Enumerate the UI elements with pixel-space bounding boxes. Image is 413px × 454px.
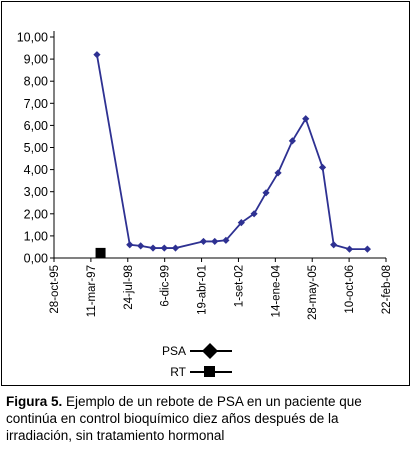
y-tick-label: 5,00 [24, 141, 48, 155]
data-point-psa [288, 137, 296, 145]
data-point-psa [137, 242, 145, 250]
y-tick-label: 6,00 [24, 119, 48, 133]
x-tick-label: 28-may-05 [307, 265, 319, 320]
x-tick-label: 6-dic-99 [160, 265, 172, 307]
legend-psa-marker-icon [202, 343, 218, 359]
y-tick-label: 9,00 [24, 53, 48, 67]
x-tick-label: 14-ene-04 [270, 264, 282, 317]
figure-label: Figura 5. [6, 394, 63, 409]
data-point-psa [330, 241, 338, 249]
y-tick-label: 10,00 [17, 31, 48, 45]
data-point-psa [237, 219, 245, 227]
x-tick-label: 19-abr-01 [197, 265, 209, 315]
data-point-psa [250, 210, 258, 218]
data-point-psa [160, 244, 168, 252]
series-layer [93, 51, 372, 258]
legend-label-rt: RT [170, 365, 186, 379]
psa-chart: 0,00 1,00 2,00 3,00 4,00 5,00 6,00 7,00 8,00 9,00… [17, 31, 393, 380]
data-point-psa [126, 241, 134, 249]
caption-text: Ejemplo de un rebote de PSA en un pacien… [6, 394, 362, 443]
figure-caption: Figura 5. Ejemplo de un rebote de PSA en… [6, 393, 406, 444]
x-tick-label: 1-set-02 [233, 265, 245, 307]
legend: PSA RT [162, 343, 232, 379]
x-tick-label: 10-oct-06 [344, 265, 356, 314]
data-point-psa [274, 169, 282, 177]
x-tick-label: 22-feb-08 [381, 265, 393, 314]
data-point-psa [211, 237, 219, 246]
data-point-psa [318, 163, 327, 171]
y-tick-label: 8,00 [24, 75, 48, 89]
y-tick-label: 7,00 [24, 97, 48, 111]
data-point-psa [222, 236, 230, 244]
data-point-psa [171, 244, 180, 252]
y-tick-label: 4,00 [24, 163, 48, 177]
data-point-rt [95, 247, 106, 258]
data-point-psa [93, 51, 101, 59]
x-axis-ticks: 28-oct-95 11-mar-97 24-jul-98 6-dic-99 19-ab… [49, 258, 393, 320]
y-tick-label: 1,00 [24, 229, 48, 243]
legend-rt-marker-icon [204, 366, 215, 377]
y-tick-label: 2,00 [24, 207, 48, 221]
legend-label-psa: PSA [162, 344, 186, 358]
y-axis-ticks: 0,00 1,00 2,00 3,00 4,00 5,00 6,00 7,00 8,00 9,00… [17, 31, 54, 266]
data-point-psa [199, 237, 208, 246]
data-point-psa [302, 115, 310, 123]
data-point-psa [149, 244, 157, 252]
x-tick-label: 24-jul-98 [123, 265, 135, 310]
data-point-psa [262, 189, 270, 197]
figure-frame: 0,00 1,00 2,00 3,00 4,00 5,00 6,00 7,00 8,00 9,00… [1, 1, 410, 386]
x-tick-label: 11-mar-97 [86, 265, 98, 317]
data-point-psa [345, 245, 354, 253]
x-tick-label: 28-oct-95 [49, 265, 61, 314]
y-tick-label: 3,00 [24, 185, 48, 199]
y-tick-label: 0,00 [24, 252, 48, 266]
data-point-psa [363, 245, 372, 253]
series-line-psa [96, 54, 368, 251]
chart-axes [53, 31, 386, 259]
